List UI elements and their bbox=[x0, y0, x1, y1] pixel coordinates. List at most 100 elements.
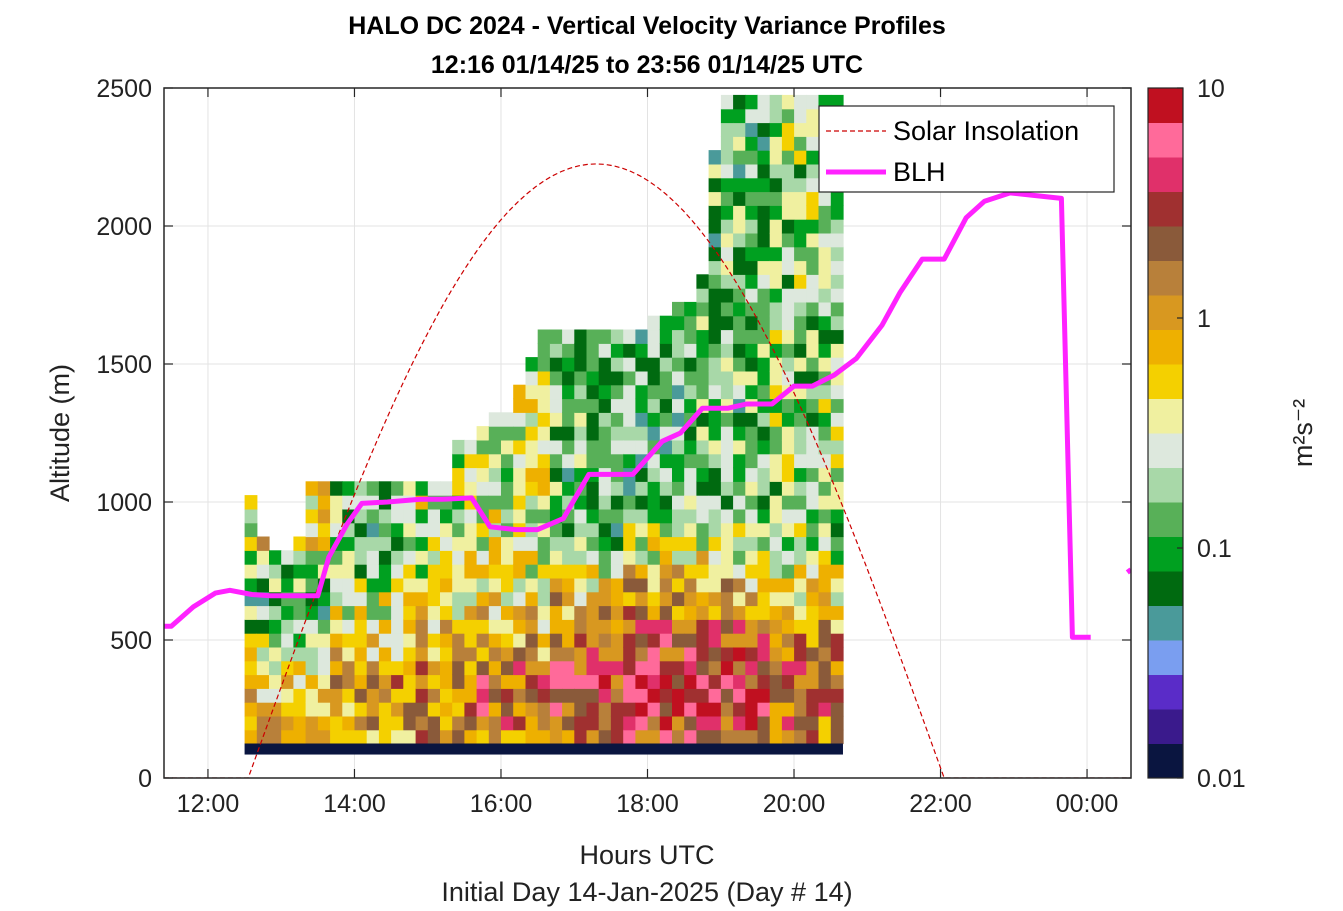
heatmap-cell bbox=[293, 646, 307, 662]
heatmap-cell bbox=[513, 467, 526, 482]
heatmap-cell bbox=[610, 522, 624, 538]
heatmap-cell bbox=[623, 577, 636, 593]
colorbar-segment bbox=[1148, 157, 1183, 192]
heatmap-cell bbox=[708, 370, 722, 386]
heatmap-cell bbox=[549, 591, 563, 607]
heatmap-cell bbox=[354, 619, 368, 634]
heatmap-cell bbox=[586, 688, 600, 703]
heatmap-cell bbox=[696, 660, 710, 676]
heatmap-cell bbox=[513, 564, 526, 579]
heatmap-cell bbox=[562, 729, 575, 745]
heatmap-cell bbox=[720, 108, 734, 124]
heatmap-cell bbox=[733, 467, 746, 482]
heatmap-cell bbox=[281, 619, 294, 634]
heatmap-cell bbox=[830, 191, 844, 206]
heatmap-cell bbox=[525, 508, 539, 524]
heatmap-cell bbox=[244, 522, 258, 538]
colorbar-tick-label: 0.01 bbox=[1197, 765, 1246, 793]
heatmap-cell bbox=[720, 508, 734, 524]
heatmap-cell bbox=[806, 288, 820, 303]
heatmap-cell bbox=[464, 729, 478, 745]
heatmap-cell bbox=[244, 495, 258, 510]
heatmap-cell bbox=[769, 274, 783, 289]
heatmap-cell bbox=[366, 508, 380, 524]
heatmap-cell bbox=[623, 412, 636, 427]
heatmap-cell bbox=[818, 439, 832, 455]
heatmap-cell bbox=[794, 398, 807, 413]
heatmap-cell bbox=[781, 688, 795, 703]
heatmap-cell bbox=[281, 550, 294, 565]
heatmap-cell bbox=[647, 426, 661, 441]
colorbar-segment bbox=[1148, 226, 1183, 261]
heatmap-cell bbox=[720, 605, 734, 620]
heatmap-cell bbox=[317, 646, 331, 662]
heatmap-cell bbox=[330, 715, 343, 731]
heatmap-cell bbox=[366, 522, 380, 538]
colorbar-segment bbox=[1148, 605, 1183, 641]
heatmap-cell bbox=[354, 660, 368, 676]
heatmap-cell bbox=[745, 246, 759, 262]
heatmap-cell bbox=[720, 136, 734, 151]
heatmap-cell bbox=[757, 205, 771, 220]
heatmap-cell bbox=[415, 508, 429, 524]
heatmap-cell bbox=[745, 288, 759, 303]
heatmap-cell bbox=[476, 729, 490, 745]
heatmap-cell bbox=[610, 646, 624, 662]
heatmap-cell bbox=[452, 439, 465, 455]
heatmap-cell bbox=[635, 715, 649, 731]
heatmap-cell bbox=[549, 398, 563, 413]
heatmap-cell bbox=[830, 605, 844, 620]
colorbar-segment bbox=[1148, 88, 1183, 123]
heatmap-cell bbox=[745, 163, 759, 179]
heatmap-cell bbox=[647, 702, 661, 717]
heatmap-cell bbox=[476, 577, 490, 593]
heatmap-cell bbox=[415, 715, 429, 731]
heatmap-cell bbox=[513, 550, 526, 565]
heatmap-cell bbox=[659, 453, 673, 469]
heatmap-cell bbox=[684, 564, 697, 579]
heatmap-cell bbox=[574, 619, 588, 634]
heatmap-cell bbox=[781, 288, 795, 303]
heatmap-cell bbox=[745, 674, 759, 689]
heatmap-cell bbox=[733, 384, 746, 400]
heatmap-cell bbox=[476, 467, 490, 482]
heatmap-cell bbox=[830, 688, 844, 703]
heatmap-cell bbox=[769, 591, 783, 607]
heatmap-cell bbox=[256, 550, 270, 565]
heatmap-cell bbox=[818, 495, 832, 510]
heatmap-cell bbox=[378, 633, 392, 648]
heatmap-cell bbox=[733, 508, 746, 524]
heatmap-cell bbox=[562, 633, 575, 648]
heatmap-cell bbox=[293, 564, 307, 579]
heatmap-cell bbox=[501, 439, 514, 455]
heatmap-cell bbox=[452, 536, 465, 551]
heatmap-cell bbox=[708, 453, 722, 469]
heatmap-cell bbox=[806, 357, 820, 372]
heatmap-cell bbox=[549, 357, 563, 372]
heatmap-cell bbox=[537, 633, 551, 648]
heatmap-cell bbox=[733, 108, 746, 124]
heatmap-cell bbox=[574, 715, 588, 731]
heatmap-cell bbox=[537, 619, 551, 634]
heatmap-cell bbox=[354, 729, 368, 745]
heatmap-cell bbox=[244, 633, 258, 648]
heatmap-cell bbox=[818, 329, 832, 344]
heatmap-cell bbox=[330, 660, 343, 676]
heatmap-cell bbox=[391, 619, 404, 634]
heatmap-cell bbox=[745, 412, 759, 427]
heatmap-cell bbox=[757, 315, 771, 331]
heatmap-cell bbox=[635, 550, 649, 565]
heatmap-cell bbox=[769, 646, 783, 662]
heatmap-cell bbox=[745, 577, 759, 593]
heatmap-cell bbox=[598, 577, 612, 593]
colorbar-segment bbox=[1148, 571, 1183, 606]
heatmap-cell bbox=[244, 619, 258, 634]
heatmap-cell bbox=[476, 660, 490, 676]
heatmap-cell bbox=[684, 674, 697, 689]
heatmap-cell bbox=[769, 564, 783, 579]
heatmap-cell bbox=[501, 550, 514, 565]
heatmap-cell bbox=[537, 398, 551, 413]
heatmap-cell bbox=[745, 232, 759, 248]
heatmap-cell bbox=[647, 660, 661, 676]
heatmap-cell bbox=[818, 481, 832, 496]
